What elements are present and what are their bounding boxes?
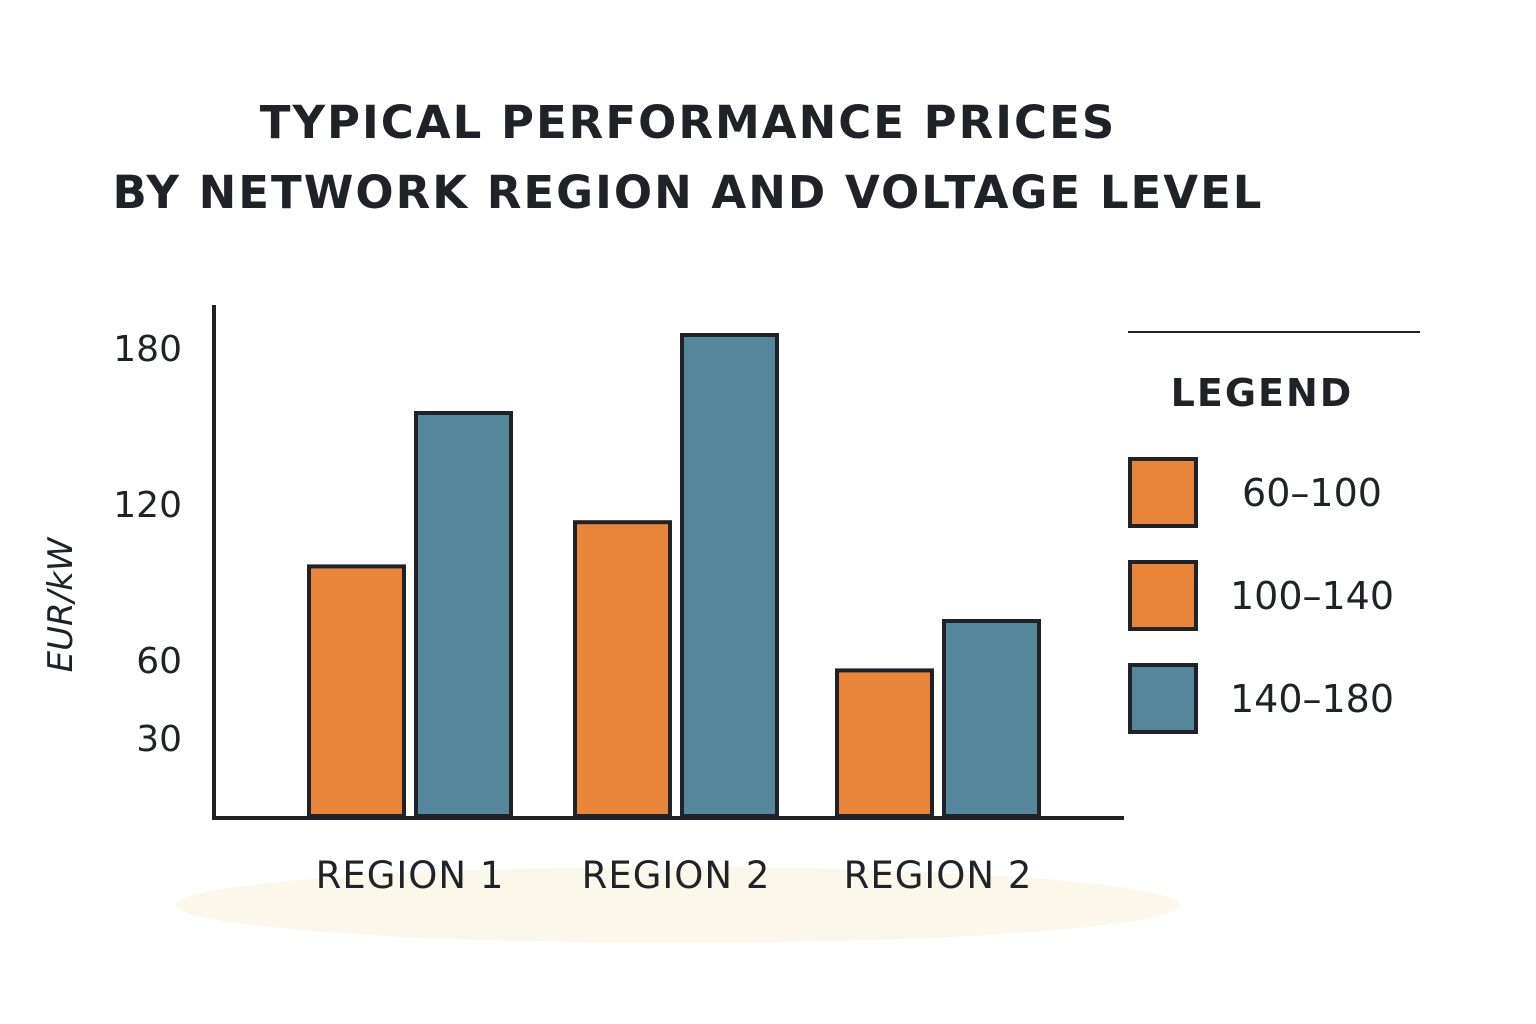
chart-title-line-2: BY NETWORK REGION AND VOLTAGE LEVEL <box>112 166 1264 219</box>
bar-3-1 <box>835 668 934 819</box>
legend-swatch-3 <box>1128 663 1198 734</box>
legend-label-1: 60–100 <box>1242 471 1382 515</box>
y-tick-label-180: 180 <box>113 329 182 370</box>
floor-shadow <box>176 867 1180 943</box>
legend-entries: 60–100 100–140 140–180 <box>1128 457 1394 734</box>
bar-1-2 <box>414 411 513 818</box>
legend-title: LEGEND <box>1171 371 1354 415</box>
chart-title: TYPICAL PERFORMANCE PRICES BY NETWORK RE… <box>0 88 1376 228</box>
x-category-label-2: REGION 2 <box>582 854 771 897</box>
chart-title-line-1: TYPICAL PERFORMANCE PRICES <box>259 96 1117 149</box>
legend: LEGEND 60–100 100–140 140–180 <box>1128 331 1420 734</box>
y-tick-labels: 30 60 120 180 <box>113 329 182 760</box>
y-axis-label: EUR/kW <box>41 536 81 672</box>
y-tick-label-30: 30 <box>136 719 182 760</box>
bar-2-2 <box>680 333 779 818</box>
bar-3-2 <box>942 619 1041 818</box>
legend-label-2: 100–140 <box>1230 574 1394 618</box>
y-tick-label-60: 60 <box>136 641 182 682</box>
x-category-labels: REGION 1 REGION 2 REGION 2 <box>316 854 1033 897</box>
x-category-label-3: REGION 2 <box>844 854 1033 897</box>
x-category-label-1: REGION 1 <box>316 854 505 897</box>
bar-1-1 <box>307 564 406 819</box>
legend-label-3: 140–180 <box>1230 677 1394 721</box>
legend-swatch-1 <box>1128 457 1198 528</box>
legend-swatch-2 <box>1128 560 1198 631</box>
bars-group <box>307 333 1041 819</box>
y-tick-label-120: 120 <box>113 485 182 526</box>
bar-2-1 <box>573 520 672 818</box>
